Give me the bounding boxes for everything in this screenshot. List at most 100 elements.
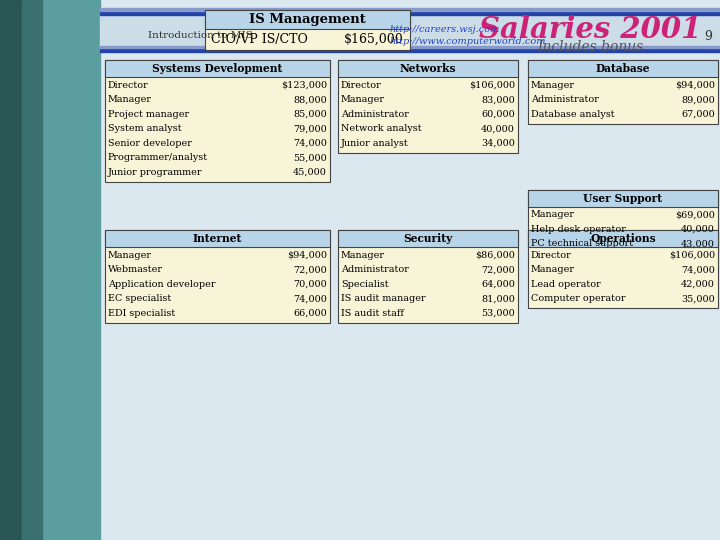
Bar (0, 0, 22, 540)
Text: Administrator: Administrator (341, 265, 409, 274)
Text: EDI specialist: EDI specialist (108, 309, 175, 318)
Text: 60,000: 60,000 (481, 110, 515, 119)
Text: Manager: Manager (341, 95, 385, 104)
Text: Junior programmer: Junior programmer (108, 168, 202, 177)
Text: 9: 9 (704, 30, 712, 44)
Text: 34,000: 34,000 (481, 139, 515, 148)
Text: Director: Director (341, 81, 382, 90)
Text: Introduction to MIS: Introduction to MIS (148, 30, 253, 39)
Text: Manager: Manager (531, 81, 575, 90)
Text: User Support: User Support (583, 192, 662, 204)
Text: 74,000: 74,000 (681, 265, 715, 274)
Text: Specialist: Specialist (341, 280, 389, 289)
Bar (528, 190, 718, 206)
Text: 79,000: 79,000 (293, 124, 327, 133)
Text: 67,000: 67,000 (681, 110, 715, 119)
Text: 45,000: 45,000 (293, 168, 327, 177)
Bar (100, 11, 720, 15)
Text: $106,000: $106,000 (669, 251, 715, 260)
Text: Manager: Manager (531, 210, 575, 219)
Text: $69,000: $69,000 (675, 210, 715, 219)
Text: 72,000: 72,000 (293, 265, 327, 274)
Bar (205, 10, 410, 50)
Text: http://www.computerworld.com: http://www.computerworld.com (390, 37, 546, 46)
Text: $94,000: $94,000 (287, 251, 327, 260)
Text: Application developer: Application developer (108, 280, 215, 289)
Text: 88,000: 88,000 (293, 95, 327, 104)
Text: 64,000: 64,000 (481, 280, 515, 289)
Text: 40,000: 40,000 (481, 124, 515, 133)
Text: 89,000: 89,000 (681, 95, 715, 104)
Text: Help desk operator: Help desk operator (531, 225, 626, 234)
Bar (105, 230, 330, 247)
Text: 43,000: 43,000 (681, 239, 715, 248)
Text: Network analyst: Network analyst (341, 124, 422, 133)
Bar (100, 8, 720, 11)
Text: 83,000: 83,000 (481, 95, 515, 104)
Bar (338, 230, 518, 247)
Text: Administrator: Administrator (341, 110, 409, 119)
Text: CIO/VP IS/CTO: CIO/VP IS/CTO (211, 32, 308, 45)
Bar (528, 230, 718, 308)
Text: 85,000: 85,000 (293, 110, 327, 119)
Text: Administrator: Administrator (531, 95, 599, 104)
Text: $86,000: $86,000 (475, 251, 515, 260)
Bar (528, 230, 718, 247)
Text: IS Management: IS Management (249, 13, 366, 26)
Bar (338, 60, 518, 152)
Bar (100, 46, 720, 48)
Text: 66,000: 66,000 (293, 309, 327, 318)
Text: Webmaster: Webmaster (108, 265, 163, 274)
Text: Junior analyst: Junior analyst (341, 139, 409, 148)
Bar (528, 60, 718, 124)
Text: Database analyst: Database analyst (531, 110, 615, 119)
Bar (528, 60, 718, 77)
Text: Project manager: Project manager (108, 110, 189, 119)
Text: Manager: Manager (341, 251, 385, 260)
Text: http://careers.wsj.com: http://careers.wsj.com (390, 25, 500, 35)
Bar (22, 0, 42, 540)
Text: IS audit staff: IS audit staff (341, 309, 404, 318)
Text: 81,000: 81,000 (481, 294, 515, 303)
Text: Director: Director (531, 251, 572, 260)
Text: $106,000: $106,000 (469, 81, 515, 90)
Text: $165,000: $165,000 (344, 32, 404, 45)
Text: Senior developer: Senior developer (108, 139, 192, 148)
Text: Internet: Internet (193, 233, 242, 244)
Text: Database: Database (595, 63, 650, 74)
Text: Manager: Manager (108, 251, 152, 260)
Text: 55,000: 55,000 (293, 153, 327, 162)
Text: 74,000: 74,000 (293, 139, 327, 148)
Bar (338, 230, 518, 322)
Text: Salaries 2001: Salaries 2001 (479, 16, 701, 44)
Text: 74,000: 74,000 (293, 294, 327, 303)
Text: Programmer/analyst: Programmer/analyst (108, 153, 208, 162)
Text: 40,000: 40,000 (681, 225, 715, 234)
Bar (0, 0, 100, 540)
Bar (105, 230, 330, 322)
Text: Security: Security (403, 233, 453, 244)
Text: Includes bonus: Includes bonus (537, 40, 643, 54)
Bar (105, 60, 330, 77)
Text: 42,000: 42,000 (681, 280, 715, 289)
Bar (105, 60, 330, 181)
Text: 72,000: 72,000 (481, 265, 515, 274)
Bar (528, 190, 718, 253)
Bar (338, 60, 518, 77)
Text: 70,000: 70,000 (293, 280, 327, 289)
Text: Lead operator: Lead operator (531, 280, 600, 289)
Text: PC technical support: PC technical support (531, 239, 633, 248)
Bar (205, 10, 410, 29)
Text: IS audit manager: IS audit manager (341, 294, 426, 303)
Text: System analyst: System analyst (108, 124, 181, 133)
Bar (100, 48, 720, 52)
Text: EC specialist: EC specialist (108, 294, 171, 303)
Text: Computer operator: Computer operator (531, 294, 626, 303)
Text: 35,000: 35,000 (681, 294, 715, 303)
Text: Systems Development: Systems Development (153, 63, 283, 74)
Text: Networks: Networks (400, 63, 456, 74)
Text: Manager: Manager (108, 95, 152, 104)
Text: 53,000: 53,000 (481, 309, 515, 318)
Text: Manager: Manager (531, 265, 575, 274)
Text: $123,000: $123,000 (281, 81, 327, 90)
